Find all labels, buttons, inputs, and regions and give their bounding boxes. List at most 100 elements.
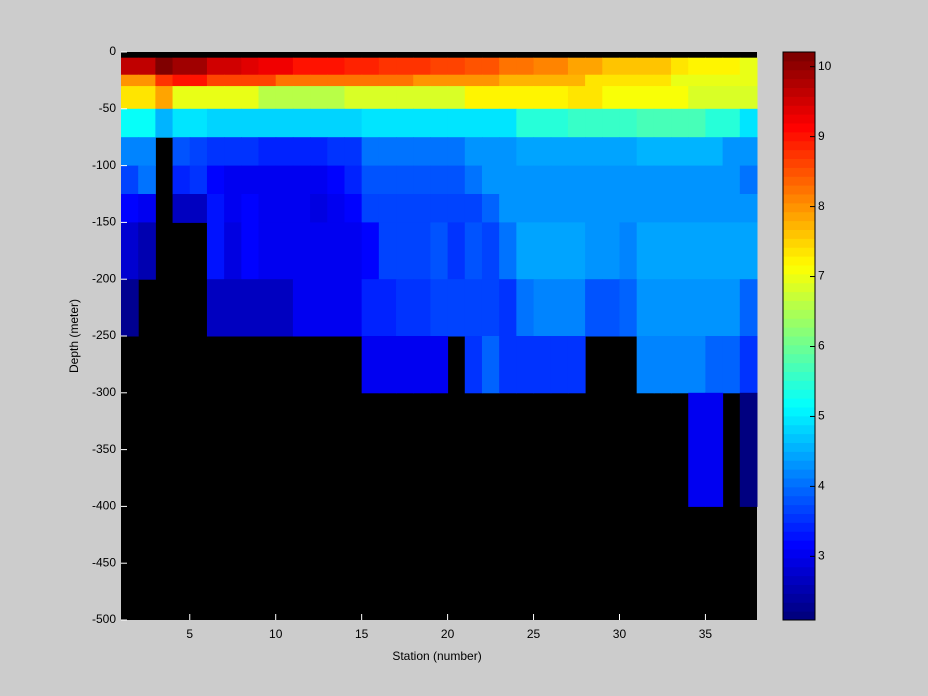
heatmap-cell	[636, 57, 655, 76]
heatmap-cell	[567, 222, 586, 280]
heatmap-cell	[653, 74, 672, 87]
heatmap-cell	[567, 336, 586, 394]
heatmap-cell	[258, 57, 277, 76]
heatmap-cell	[344, 86, 363, 110]
heatmap-cell	[310, 57, 328, 76]
heatmap-cell	[396, 336, 414, 394]
heatmap-cell	[310, 279, 328, 337]
heatmap-cell	[447, 108, 466, 138]
heatmap-cell	[585, 57, 603, 76]
heatmap-cell	[722, 108, 741, 138]
heatmap-cell	[430, 137, 449, 167]
heatmap-cell	[241, 57, 260, 76]
heatmap-cell	[413, 194, 431, 223]
heatmap-cell	[464, 86, 483, 110]
heatmap-cell	[413, 279, 431, 337]
heatmap-cell	[567, 137, 586, 167]
heatmap-cell	[206, 279, 225, 337]
heatmap-cell	[361, 194, 380, 223]
heatmap-cell	[739, 165, 758, 195]
heatmap-cell	[705, 57, 724, 76]
heatmap-cell	[688, 392, 706, 507]
heatmap-cell	[310, 137, 328, 167]
heatmap-cell	[705, 279, 724, 337]
colorbar-swatch	[783, 460, 815, 470]
heatmap-cell	[189, 108, 208, 138]
heatmap-cell	[396, 108, 414, 138]
heatmap-cell	[258, 194, 277, 223]
colorbar-swatch	[783, 265, 815, 275]
heatmap-cell	[722, 86, 741, 110]
heatmap-cell	[585, 194, 603, 223]
heatmap-cell	[361, 336, 380, 394]
y-tick-label: -200	[92, 271, 116, 285]
heatmap-cell	[241, 74, 260, 87]
colorbar-swatch	[783, 291, 815, 301]
heatmap-cell	[516, 336, 535, 394]
heatmap-cell	[361, 165, 380, 195]
heatmap-cell	[533, 279, 552, 337]
heatmap-cell	[739, 57, 758, 76]
heatmap-cell	[121, 137, 139, 167]
heatmap-cell	[653, 165, 672, 195]
heatmap-cell	[121, 57, 139, 76]
heatmap-cell	[567, 57, 586, 76]
heatmap-cell	[464, 279, 483, 337]
heatmap-cell	[688, 108, 706, 138]
heatmap-cell	[344, 108, 363, 138]
heatmap-cell	[155, 74, 174, 87]
heatmap-cell	[189, 74, 208, 87]
colorbar-tick-label: 8	[818, 199, 825, 213]
heatmap-cell	[464, 194, 483, 223]
heatmap-cell	[619, 222, 638, 280]
heatmap-cell	[481, 86, 500, 110]
colorbar-swatch	[783, 211, 815, 222]
heatmap-cell	[619, 74, 638, 87]
x-tick-label: 5	[186, 627, 193, 641]
heatmap-cell	[602, 165, 620, 195]
heatmap-cell	[739, 336, 758, 394]
heatmap-cell	[636, 194, 655, 223]
colorbar-swatch	[783, 69, 815, 80]
colorbar-swatch	[783, 442, 815, 452]
heatmap-cell	[413, 222, 431, 280]
heatmap-cell	[653, 279, 672, 337]
heatmap-cell	[653, 222, 672, 280]
heatmap-cell	[292, 222, 311, 280]
heatmap-cell	[258, 222, 277, 280]
colorbar-swatch	[783, 566, 815, 577]
heatmap-cell	[138, 165, 156, 195]
colorbar-swatch	[783, 513, 815, 523]
heatmap-cell	[310, 194, 328, 223]
heatmap-cell	[585, 137, 603, 167]
colorbar-swatch	[783, 407, 815, 417]
heatmap-cell	[413, 108, 431, 138]
heatmap-cell	[550, 108, 569, 138]
heatmap-cell	[241, 165, 260, 195]
heatmap-cell	[464, 137, 483, 167]
heatmap-cell	[224, 108, 242, 138]
heatmap-cell	[292, 86, 311, 110]
heatmap-cell	[327, 57, 345, 76]
heatmap-cell	[550, 137, 569, 167]
colorbar-tick-label: 9	[818, 129, 825, 143]
heatmap-cell	[447, 194, 466, 223]
heatmap-cell	[653, 108, 672, 138]
heatmap-cell	[516, 279, 535, 337]
heatmap-cell	[636, 74, 655, 87]
heatmap-cell	[224, 74, 242, 87]
heatmap-cell	[602, 137, 620, 167]
heatmap-cell	[430, 165, 449, 195]
heatmap-cell	[292, 57, 311, 76]
heatmap-cell	[688, 137, 706, 167]
heatmap-cell	[138, 74, 156, 87]
colorbar-swatch	[783, 389, 815, 399]
colorbar-swatch	[783, 433, 815, 443]
heatmap-cell	[138, 57, 156, 76]
heatmap-cell	[653, 57, 672, 76]
heatmap-cell	[481, 137, 500, 167]
heatmap-cell	[550, 86, 569, 110]
heatmap-cell	[155, 108, 174, 138]
heatmap-cell	[585, 279, 603, 337]
heatmap-cell	[430, 74, 449, 87]
